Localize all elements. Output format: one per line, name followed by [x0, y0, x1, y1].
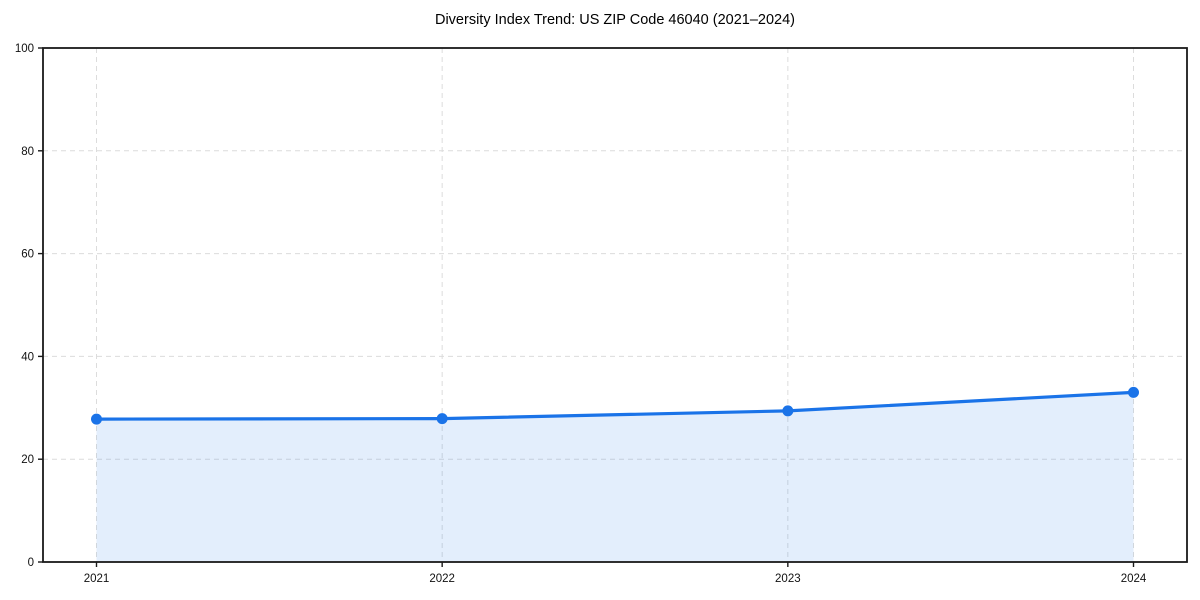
area-fill [96, 392, 1134, 562]
data-point-marker [436, 413, 448, 425]
trend-line [94, 390, 1136, 421]
chart-title: Diversity Index Trend: US ZIP Code 46040… [434, 12, 796, 28]
y-tick-label: 0 [28, 557, 34, 569]
x-tick-label: 2022 [429, 573, 455, 585]
x-tick-label: 2023 [775, 573, 801, 585]
y-tick-label: 80 [21, 146, 34, 158]
y-tick-label: 20 [21, 454, 34, 466]
data-point-marker [1128, 386, 1139, 398]
plot-frame [42, 47, 1188, 563]
x-tick-label: 2021 [84, 573, 110, 585]
data-point-marker [782, 405, 794, 417]
data-point-marker [91, 413, 102, 425]
y-tick-label: 40 [21, 351, 34, 363]
x-tick-label: 2024 [1121, 573, 1147, 585]
y-tick-label: 60 [21, 249, 34, 261]
y-tick-label: 100 [15, 43, 34, 55]
